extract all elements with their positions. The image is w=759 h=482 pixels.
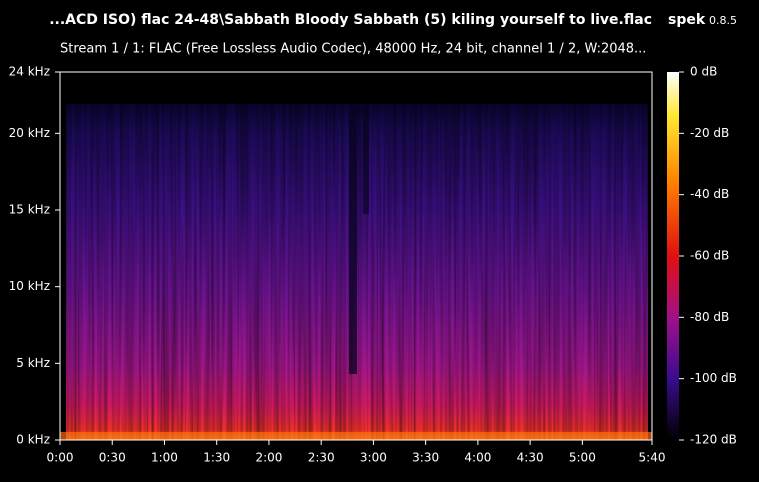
colorbar-tick-label: 0 dB (690, 65, 717, 79)
x-tick-label: 0:30 (99, 451, 126, 465)
x-tick-label: 1:00 (151, 451, 178, 465)
low-band (60, 432, 652, 440)
x-tick-label: 3:30 (412, 451, 439, 465)
x-tick-label: 0:00 (47, 451, 74, 465)
stream-info: Stream 1 / 1: FLAC (Free Lossless Audio … (60, 42, 646, 57)
x-tick-label: 1:30 (203, 451, 230, 465)
app-version: 0.8.5 (709, 14, 737, 27)
x-tick-label: 4:00 (464, 451, 491, 465)
y-tick-label: 24 kHz (9, 65, 50, 79)
colorbar-tick-label: -120 dB (690, 433, 737, 447)
app-name: spek (668, 12, 706, 28)
file-title: ...ACD ISO) flac 24-48\Sabbath Bloody Sa… (49, 12, 652, 28)
plot-frame (59, 71, 653, 441)
y-tick-label: 5 kHz (16, 356, 50, 370)
x-tick-label: 2:00 (255, 451, 282, 465)
colorbar-tick-label: -60 dB (690, 249, 729, 263)
y-tick-label: 20 kHz (9, 126, 50, 140)
x-tick-label: 3:00 (360, 451, 387, 465)
colorbar (667, 72, 679, 440)
y-tick-label: 0 kHz (16, 433, 50, 447)
x-tick-label: 5:40 (639, 451, 666, 465)
colorbar-tick-label: -40 dB (690, 187, 729, 201)
y-tick-label: 10 kHz (9, 279, 50, 293)
colorbar-tick-label: -80 dB (690, 310, 729, 324)
spectrogram (60, 72, 652, 440)
colorbar-tick-label: -20 dB (690, 126, 729, 140)
y-tick-label: 15 kHz (9, 203, 50, 217)
quiet-band (363, 104, 369, 214)
x-tick-label: 4:30 (517, 451, 544, 465)
quiet-band (349, 104, 357, 374)
colorbar-tick-label: -100 dB (690, 371, 737, 385)
x-tick-label: 2:30 (308, 451, 335, 465)
x-tick-label: 5:00 (569, 451, 596, 465)
